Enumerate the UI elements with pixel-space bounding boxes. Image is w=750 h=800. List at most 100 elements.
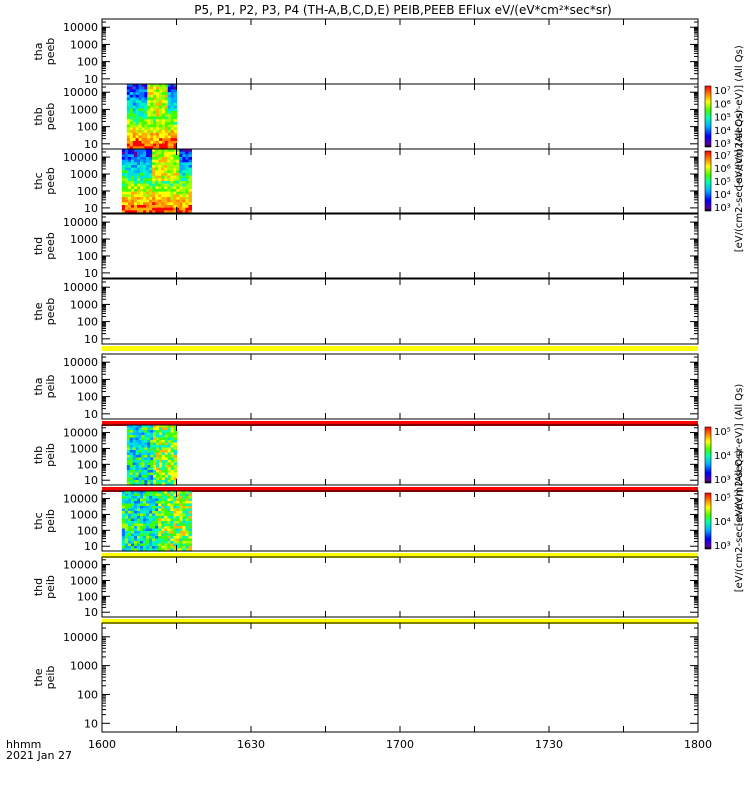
spectrogram-cell: [150, 435, 154, 439]
spectrogram-cell: [158, 119, 163, 123]
spectrogram-cell: [144, 130, 148, 134]
spectrogram-cell: [135, 116, 140, 120]
spectrogram-cell: [155, 498, 159, 502]
spectrogram-cell: [176, 548, 180, 552]
spectrogram-cell: [158, 440, 163, 444]
spectrogram-cell: [188, 191, 192, 195]
spectrogram-cell: [132, 442, 137, 446]
spectrogram-cell: [126, 116, 131, 120]
spectrogram-cell: [179, 202, 183, 206]
spectrogram-cell: [144, 427, 148, 431]
spectrogram-cell: [170, 140, 175, 145]
spectrogram-cell: [155, 165, 159, 169]
spectrogram-cell: [133, 526, 138, 530]
spectrogram-cell: [161, 538, 165, 542]
panel-ylabel: peib: [44, 575, 57, 599]
spectrogram-cell: [143, 175, 147, 179]
spectrogram-cell: [188, 197, 192, 201]
panel-ylabel: thb: [32, 446, 45, 464]
spectrogram-cell: [179, 526, 183, 530]
spectrogram-cell: [130, 518, 135, 522]
spectrogram-cell: [167, 140, 172, 145]
spectrogram-cell: [136, 159, 141, 163]
spectrogram-cell: [133, 199, 138, 203]
spectrogram-cell: [138, 480, 143, 484]
spectrogram-cell: [173, 105, 178, 109]
spectrogram-cell: [129, 460, 134, 464]
spectrogram-cell: [167, 162, 171, 166]
spectrogram-cell: [164, 513, 168, 517]
spectrogram-cell: [121, 178, 126, 182]
spectrogram-cell: [144, 143, 148, 147]
spectrogram-cell: [188, 543, 192, 547]
spectrogram-cell: [164, 548, 168, 552]
spectrogram-cell: [126, 447, 131, 451]
spectrogram-cell: [149, 162, 153, 166]
spectrogram-cell: [170, 548, 174, 552]
spectrogram-cell: [185, 538, 189, 542]
spectrogram-cell: [149, 194, 153, 198]
spectrogram-cell: [140, 170, 144, 174]
spectrogram-cell: [173, 170, 177, 174]
spectrogram-cell: [150, 480, 154, 484]
spectrogram-cell: [161, 94, 166, 99]
spectrogram-cell: [170, 546, 174, 550]
spectrogram-cell: [124, 546, 129, 550]
spectrogram-cell: [158, 477, 163, 481]
spectrogram-cell: [167, 541, 171, 545]
spectrogram-cell: [173, 523, 177, 527]
spectrogram-cell: [136, 533, 141, 537]
spectrogram-cell: [147, 124, 151, 128]
spectrogram-cell: [161, 455, 166, 459]
spectrogram-cell: [127, 173, 132, 177]
spectrogram-cell: [173, 175, 177, 179]
spectrogram-cell: [153, 465, 157, 469]
spectrogram-cell: [149, 496, 153, 500]
spectrogram-cell: [179, 189, 183, 193]
spectrogram-cell: [129, 467, 134, 471]
spectrogram-cell: [138, 440, 143, 444]
spectrogram-cell: [185, 513, 189, 517]
spectrogram-cell: [161, 157, 165, 161]
spectrogram-cell: [182, 503, 186, 507]
spectrogram-cell: [161, 432, 166, 436]
spectrogram-cell: [121, 151, 126, 155]
spectrogram-cell: [150, 127, 154, 131]
spectrogram-cell: [170, 450, 175, 454]
spectrogram-cell: [133, 197, 138, 201]
spectrogram-cell: [153, 143, 157, 147]
spectrogram-cell: [161, 501, 165, 505]
spectrogram-cell: [185, 501, 189, 505]
spectrogram-cell: [144, 450, 148, 454]
spectrogram-cell: [141, 84, 145, 88]
spectrogram-cell: [121, 165, 126, 169]
spectrogram-cell: [173, 503, 177, 507]
spectrogram-cell: [133, 189, 138, 193]
spectrogram-cell: [182, 186, 186, 190]
spectrogram-cell: [143, 199, 147, 203]
spectrogram-cell: [140, 167, 144, 171]
spectrogram-cell: [158, 116, 163, 120]
spectrogram-cell: [133, 167, 138, 171]
spectrogram-cell: [129, 132, 134, 137]
spectrogram-cell: [182, 546, 186, 550]
spectrogram-cell: [158, 170, 162, 174]
spectrogram-cell: [135, 455, 140, 459]
spectrogram-cell: [164, 480, 169, 484]
spectrogram-cell: [133, 498, 138, 502]
spectrogram-cell: [161, 173, 165, 177]
spectrogram-cell: [188, 528, 192, 532]
spectrogram-cell: [138, 97, 143, 101]
spectrogram-cell: [179, 194, 183, 198]
spectrogram-cell: [158, 165, 162, 169]
spectrogram-cell: [143, 159, 147, 163]
spectrogram-cell: [173, 157, 177, 161]
spectrogram-cell: [176, 173, 180, 177]
spectrogram-cell: [179, 175, 183, 179]
spectrogram-cell: [170, 475, 175, 479]
spectrogram-cell: [161, 116, 166, 120]
spectrogram-cell: [167, 425, 172, 429]
spectrogram-cell: [141, 135, 145, 139]
colorbar-gradient: [704, 492, 712, 550]
